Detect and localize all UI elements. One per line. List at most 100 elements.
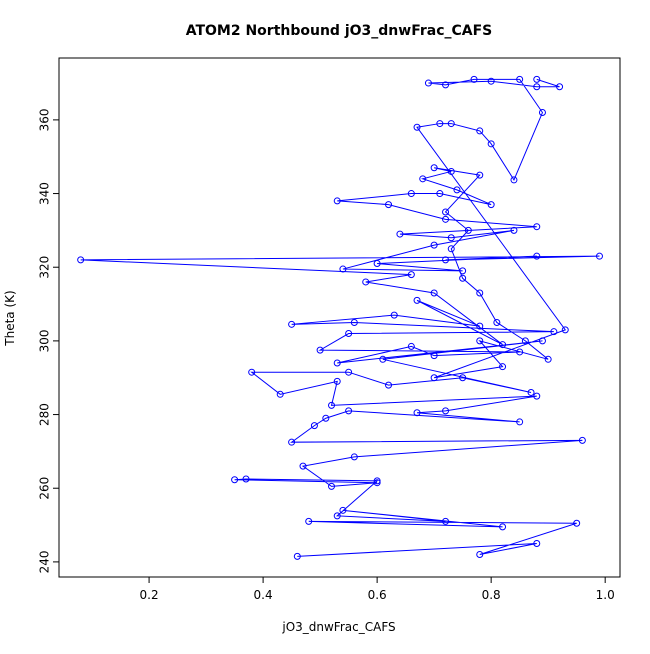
- point: [373, 477, 381, 485]
- x-tick-label: 0.6: [368, 588, 387, 602]
- point: [527, 388, 535, 396]
- point: [476, 171, 484, 179]
- point: [516, 418, 524, 426]
- point: [550, 328, 558, 336]
- point: [413, 409, 421, 417]
- point: [516, 75, 524, 83]
- point: [533, 392, 541, 400]
- point: [77, 256, 85, 264]
- point: [544, 355, 552, 363]
- point: [538, 337, 546, 345]
- point: [242, 475, 250, 483]
- point: [595, 252, 603, 260]
- point: [442, 407, 450, 415]
- y-axis-label: Theta (K): [3, 290, 17, 346]
- x-tick-label: 0.2: [140, 588, 159, 602]
- point: [430, 352, 438, 360]
- point: [345, 330, 353, 338]
- point: [487, 201, 495, 209]
- point: [476, 127, 484, 135]
- point: [345, 368, 353, 376]
- point: [288, 438, 296, 446]
- point: [424, 79, 432, 87]
- point: [430, 164, 438, 172]
- point: [476, 337, 484, 345]
- point: [464, 226, 472, 234]
- point: [396, 230, 404, 238]
- point: [499, 341, 507, 349]
- point: [442, 81, 450, 89]
- x-tick-label: 0.8: [482, 588, 501, 602]
- point: [470, 75, 478, 83]
- point: [487, 140, 495, 148]
- point: [328, 401, 336, 409]
- x-tick-label: 1.0: [596, 588, 615, 602]
- point: [453, 186, 461, 194]
- point: [573, 519, 581, 527]
- point: [345, 407, 353, 415]
- point: [447, 234, 455, 242]
- point: [299, 462, 307, 470]
- point: [430, 374, 438, 382]
- y-tick-label: 240: [38, 550, 52, 573]
- point: [447, 167, 455, 175]
- point: [276, 390, 284, 398]
- point: [413, 123, 421, 131]
- point: [459, 374, 467, 382]
- y-tick-label: 300: [38, 329, 52, 352]
- point: [379, 355, 387, 363]
- point: [499, 523, 507, 531]
- point: [538, 109, 546, 117]
- point: [288, 320, 296, 328]
- point: [533, 539, 541, 547]
- point: [436, 190, 444, 198]
- point: [333, 197, 341, 205]
- point: [561, 326, 569, 334]
- chart-title: ATOM2 Northbound jO3_dnwFrac_CAFS: [186, 23, 493, 39]
- point: [447, 245, 455, 253]
- plot-frame: [58, 57, 621, 578]
- y-tick-label: 320: [38, 256, 52, 279]
- point: [322, 414, 330, 422]
- y-tick-label: 260: [38, 477, 52, 500]
- point: [333, 377, 341, 385]
- point: [293, 552, 301, 560]
- x-axis-label: jO3_dnwFrac_CAFS: [281, 620, 395, 634]
- point: [510, 176, 518, 184]
- point: [310, 422, 318, 430]
- point: [430, 241, 438, 249]
- point: [578, 436, 586, 444]
- point: [407, 342, 415, 350]
- series-line: [80, 78, 600, 557]
- point: [419, 175, 427, 183]
- point: [339, 506, 347, 514]
- point: [510, 226, 518, 234]
- point: [499, 363, 507, 371]
- point: [231, 476, 239, 484]
- point: [339, 265, 347, 273]
- point: [442, 256, 450, 264]
- point: [328, 482, 336, 490]
- point: [316, 346, 324, 354]
- point: [407, 271, 415, 279]
- point: [390, 311, 398, 319]
- point: [516, 348, 524, 356]
- point: [533, 83, 541, 91]
- point: [442, 208, 450, 216]
- y-tick-label: 340: [38, 182, 52, 205]
- point: [533, 252, 541, 260]
- point: [476, 551, 484, 559]
- point: [248, 368, 256, 376]
- point: [459, 274, 467, 282]
- y-tick-label: 280: [38, 403, 52, 426]
- point: [373, 260, 381, 268]
- point: [333, 512, 341, 520]
- point: [333, 359, 341, 367]
- point: [407, 190, 415, 198]
- point: [493, 318, 501, 326]
- x-tick-label: 0.4: [254, 588, 273, 602]
- point: [436, 120, 444, 128]
- point: [442, 517, 450, 525]
